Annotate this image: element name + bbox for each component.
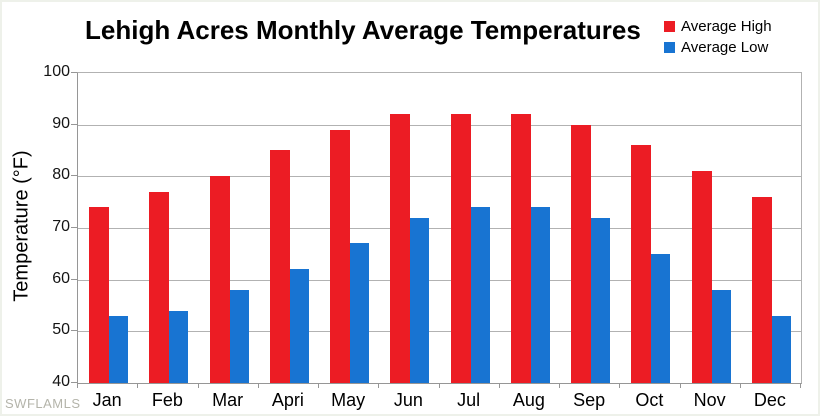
bar-average-high-sep <box>571 125 591 383</box>
bar-average-high-feb <box>149 192 169 383</box>
x-category-label-sep: Sep <box>573 390 606 410</box>
bar-average-high-mar <box>210 176 230 383</box>
legend-label-high: Average High <box>681 18 772 35</box>
x-tick-mark-10 <box>680 383 681 388</box>
x-category-label-aug: Aug <box>512 390 545 410</box>
bar-average-low-oct <box>651 254 670 383</box>
bar-average-low-dec <box>772 316 791 383</box>
y-tick-mark-40 <box>71 382 77 383</box>
x-category-label-mar: Mar <box>212 390 244 410</box>
gridline-80 <box>78 176 801 177</box>
bar-average-high-jul <box>451 114 471 383</box>
x-tick-mark-3 <box>258 383 259 388</box>
y-tick-label-50: 50 <box>52 321 70 338</box>
y-tick-label-40: 40 <box>52 373 70 390</box>
y-tick-mark-50 <box>71 330 77 331</box>
x-category-label-jan: Jan <box>92 390 122 410</box>
x-category-label-apri: Apri <box>271 390 304 410</box>
x-category-label-jun: Jun <box>393 390 423 410</box>
bar-average-high-may <box>330 130 350 383</box>
bar-average-high-jan <box>89 207 109 383</box>
x-tick-mark-5 <box>378 383 379 388</box>
y-tick-mark-70 <box>71 227 77 228</box>
bar-average-low-mar <box>230 290 249 383</box>
x-tick-mark-4 <box>318 383 319 388</box>
x-tick-mark-12 <box>800 383 801 388</box>
legend-item-average-high: Average High <box>664 16 772 37</box>
y-tick-mark-90 <box>71 124 77 125</box>
x-tick-mark-8 <box>559 383 560 388</box>
bar-average-high-aug <box>511 114 531 383</box>
x-tick-mark-11 <box>740 383 741 388</box>
y-tick-mark-60 <box>71 279 77 280</box>
legend-label-low: Average Low <box>681 39 769 56</box>
y-tick-label-70: 70 <box>52 218 70 235</box>
bar-average-low-apri <box>290 269 309 383</box>
x-category-label-may: May <box>331 390 366 410</box>
x-category-label-dec: Dec <box>753 390 786 410</box>
legend: Average High Average Low <box>664 16 772 58</box>
legend-swatch-low <box>664 42 675 53</box>
bar-average-low-feb <box>169 311 188 383</box>
y-tick-label-80: 80 <box>52 166 70 183</box>
legend-item-average-low: Average Low <box>664 37 772 58</box>
x-tick-mark-9 <box>619 383 620 388</box>
bar-average-low-sep <box>591 218 610 383</box>
y-tick-mark-80 <box>71 175 77 176</box>
x-category-label-jul: Jul <box>457 390 481 410</box>
x-tick-mark-2 <box>198 383 199 388</box>
bar-average-high-dec <box>752 197 772 383</box>
plot-area <box>77 72 802 384</box>
bar-average-low-jul <box>471 207 490 383</box>
bar-average-low-jan <box>109 316 128 383</box>
bar-average-low-aug <box>531 207 550 383</box>
bar-average-low-may <box>350 243 369 383</box>
x-tick-mark-0 <box>77 383 78 388</box>
gridline-60 <box>78 280 801 281</box>
watermark: SWFLAMLS <box>5 396 81 411</box>
x-category-label-nov: Nov <box>693 390 726 410</box>
gridline-70 <box>78 228 801 229</box>
y-tick-mark-100 <box>71 72 77 73</box>
y-tick-label-60: 60 <box>52 270 70 287</box>
gridline-90 <box>78 125 801 126</box>
bar-average-high-jun <box>390 114 410 383</box>
x-category-label-oct: Oct <box>635 390 664 410</box>
x-tick-mark-1 <box>137 383 138 388</box>
chart-title: Lehigh Acres Monthly Average Temperature… <box>85 15 641 45</box>
bar-average-low-nov <box>712 290 731 383</box>
x-tick-mark-6 <box>439 383 440 388</box>
legend-swatch-high <box>664 21 675 32</box>
bar-average-low-jun <box>410 218 429 383</box>
bar-average-high-nov <box>692 171 712 383</box>
x-tick-mark-7 <box>499 383 500 388</box>
bar-average-high-oct <box>631 145 651 383</box>
gridline-50 <box>78 331 801 332</box>
bar-average-high-apri <box>270 150 290 383</box>
y-tick-label-90: 90 <box>52 115 70 132</box>
x-category-label-feb: Feb <box>151 390 183 410</box>
y-tick-label-100: 100 <box>43 63 70 80</box>
